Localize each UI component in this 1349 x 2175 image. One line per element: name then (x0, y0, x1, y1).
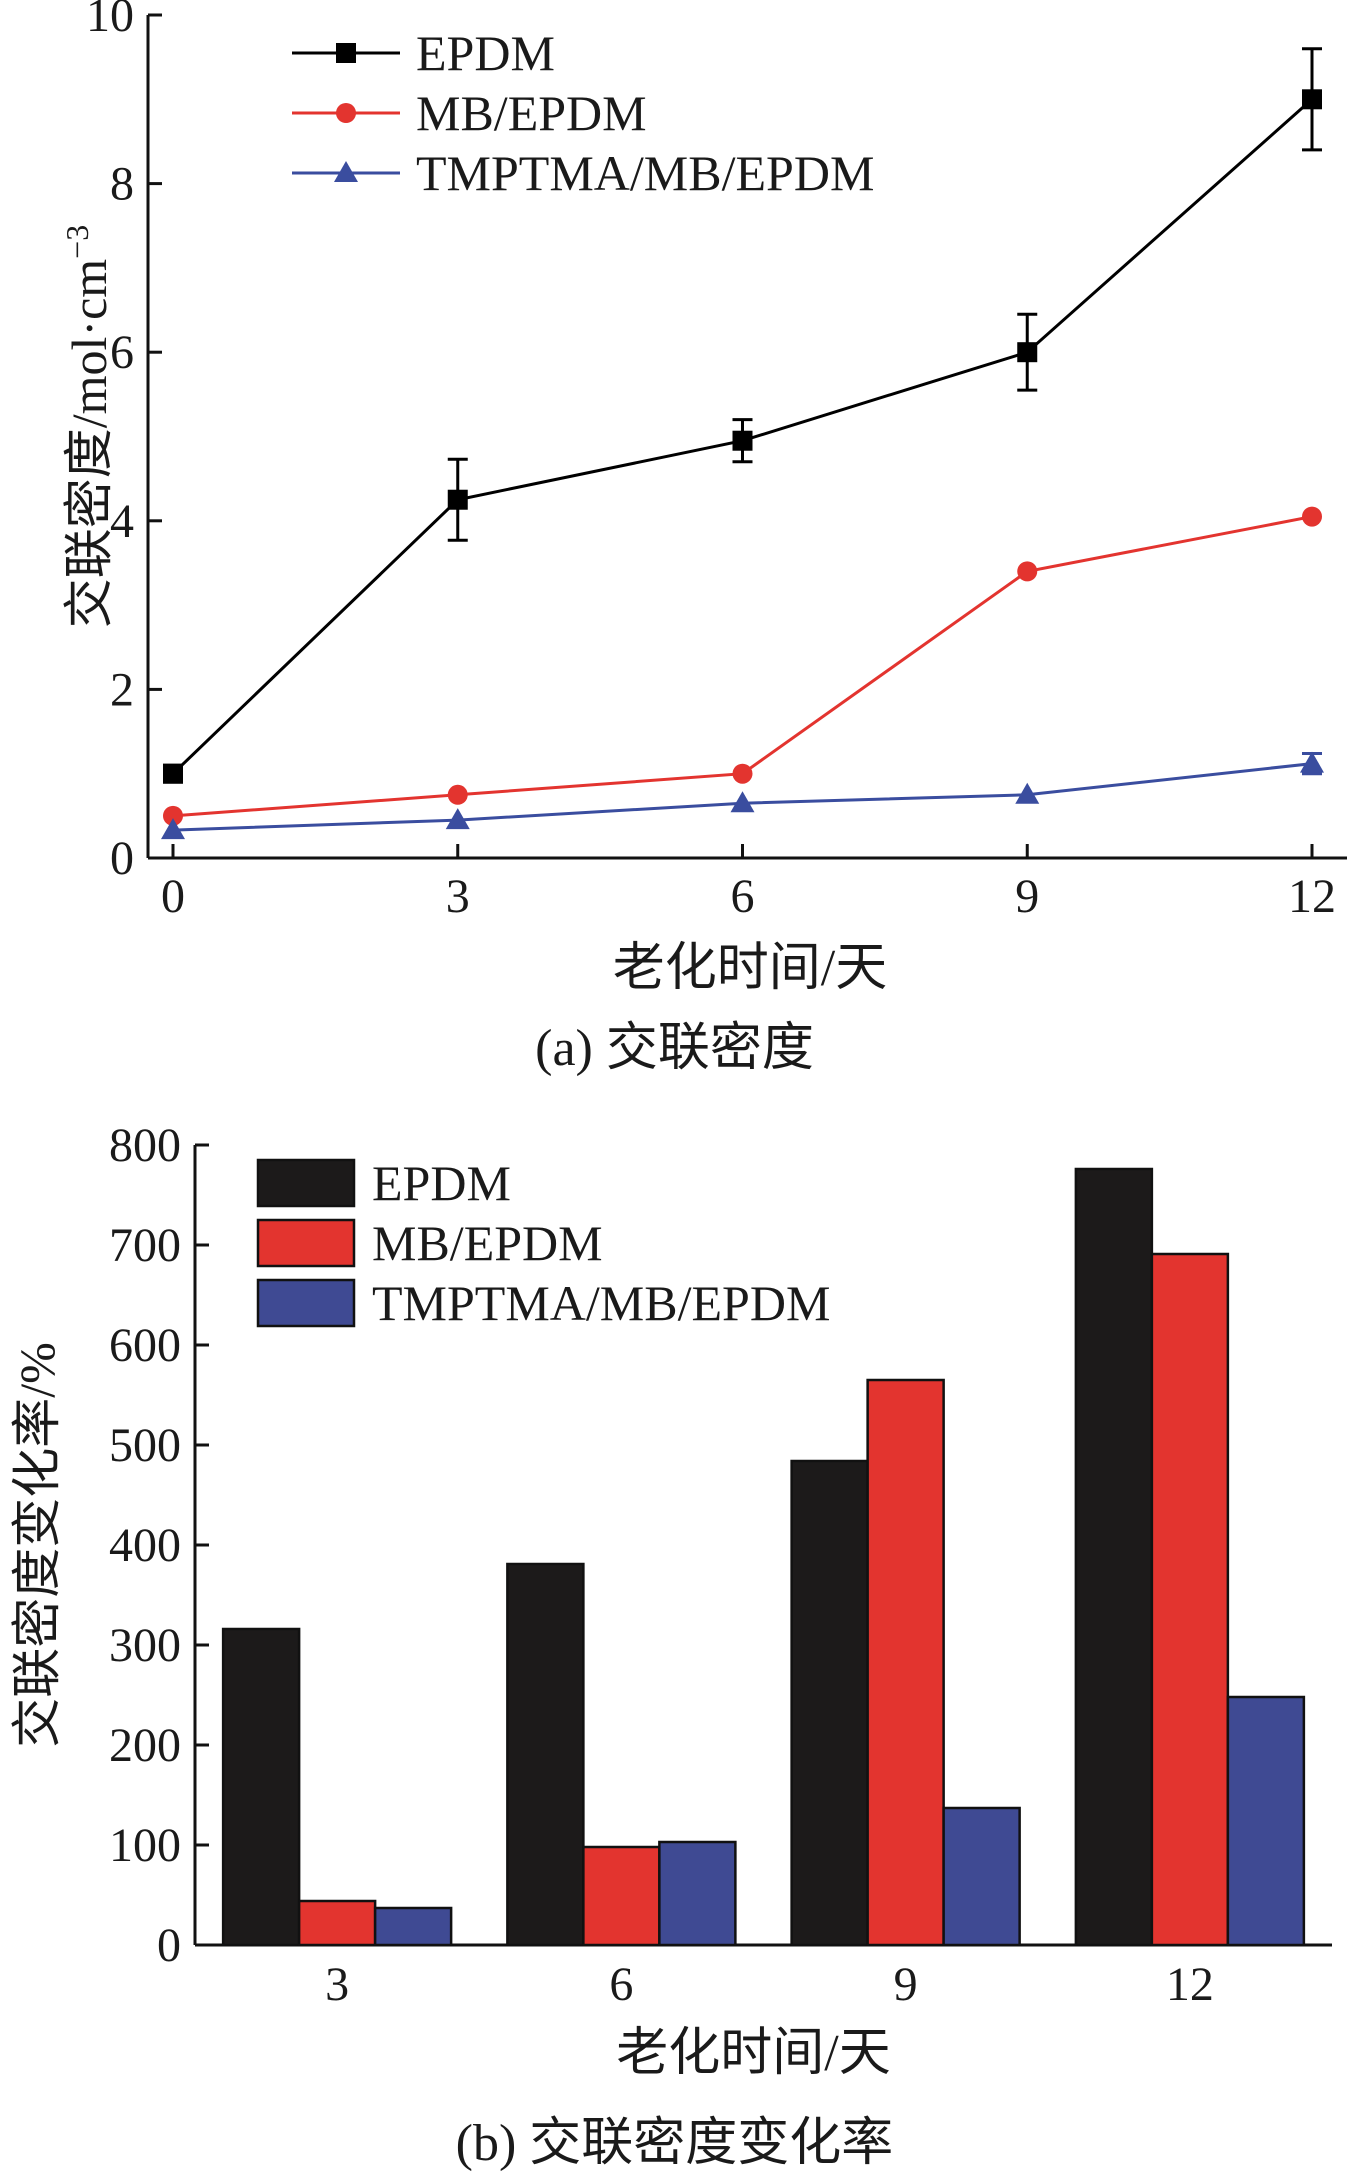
data-point (1302, 89, 1322, 110)
y-tick-label: 0 (157, 1919, 181, 1972)
data-point (161, 818, 185, 840)
data-point (1302, 506, 1322, 527)
y-tick-label: 100 (109, 1819, 181, 1872)
data-point (163, 763, 183, 784)
x-axis-title: 老化时间/天 (616, 2025, 890, 2082)
line-chart-crosslink-density: 0 2 4 6 8 10 0 3 6 9 12 老化时间/天 交联密度/mol·cm−3 EPDMMB/E… (59, 0, 1347, 997)
bar (942, 1806, 1021, 1947)
x-tick-label: 12 (1166, 1958, 1214, 2011)
bar (221, 1627, 301, 1947)
x-tick-label: 9 (894, 1958, 918, 2011)
y-axis-title: 交联密度/mol·cm−3 (59, 225, 117, 628)
bar (373, 1906, 453, 1947)
bar (506, 1562, 585, 1947)
data-point (447, 489, 468, 510)
y-tick-label: 2 (110, 663, 134, 716)
bar (658, 1840, 737, 1947)
legend-label: EPDM (372, 1155, 511, 1211)
legend-label: MB/EPDM (372, 1215, 603, 1271)
legend-swatch (256, 1158, 356, 1208)
y-tick-label: 6 (110, 326, 134, 379)
y-tick-label: 800 (109, 1119, 181, 1172)
data-point (445, 808, 470, 830)
legend-marker (336, 103, 356, 123)
legend-swatch (256, 1218, 356, 1268)
y-axis-title-exponent: −3 (59, 225, 95, 259)
legend-marker (334, 161, 358, 182)
legend-label: TMPTMA/MB/EPDM (372, 1275, 830, 1331)
y-tick-label: 10 (86, 0, 134, 42)
y-tick-label: 8 (110, 158, 134, 211)
bar (866, 1378, 945, 1947)
y-tick-label: 500 (109, 1419, 181, 1472)
bar (1150, 1252, 1230, 1947)
caption-a: (a) 交联密度 (535, 1020, 814, 1077)
legend-marker (336, 43, 356, 63)
y-tick-label: 300 (109, 1619, 181, 1672)
bar-chart-crosslink-change-rate: 0 100 200 300 400 500 600 700 800 3 6 9 12 老化时间/天 交联密度… (9, 1119, 1332, 2082)
legend-label: EPDM (416, 25, 555, 81)
data-point (1017, 561, 1038, 582)
data-point (1015, 782, 1040, 804)
bar (1074, 1167, 1154, 1947)
bar (297, 1899, 377, 1947)
x-tick-label: 6 (609, 1958, 633, 2011)
y-tick-label: 200 (109, 1719, 181, 1772)
x-tick-label: 9 (1015, 870, 1039, 923)
bar (1226, 1695, 1306, 1947)
caption-b: (b) 交联密度变化率 (455, 2115, 894, 2172)
y-axis-title: 交联密度变化率/% (9, 1342, 65, 1748)
legend-swatch (256, 1278, 356, 1328)
x-axis-title: 老化时间/天 (613, 940, 887, 997)
y-tick-label: 700 (109, 1219, 181, 1272)
data-point (1017, 342, 1038, 363)
data-point (732, 430, 753, 451)
y-tick-label: 600 (109, 1319, 181, 1372)
bar (790, 1459, 869, 1947)
x-tick-label: 6 (731, 870, 755, 923)
bar (582, 1845, 661, 1947)
data-point (732, 763, 753, 784)
x-tick-label: 3 (446, 870, 470, 923)
y-tick-label: 400 (109, 1519, 181, 1572)
data-point (447, 784, 468, 805)
data-point (730, 791, 755, 813)
x-tick-label: 12 (1288, 870, 1336, 923)
data-point (163, 805, 183, 826)
x-tick-label: 0 (161, 870, 185, 923)
legend-label: TMPTMA/MB/EPDM (416, 145, 874, 201)
legend-label: MB/EPDM (416, 85, 647, 141)
data-point (1300, 751, 1324, 773)
y-tick-label: 0 (110, 832, 134, 885)
y-tick-label: 4 (110, 495, 134, 548)
x-tick-label: 3 (325, 1958, 349, 2011)
